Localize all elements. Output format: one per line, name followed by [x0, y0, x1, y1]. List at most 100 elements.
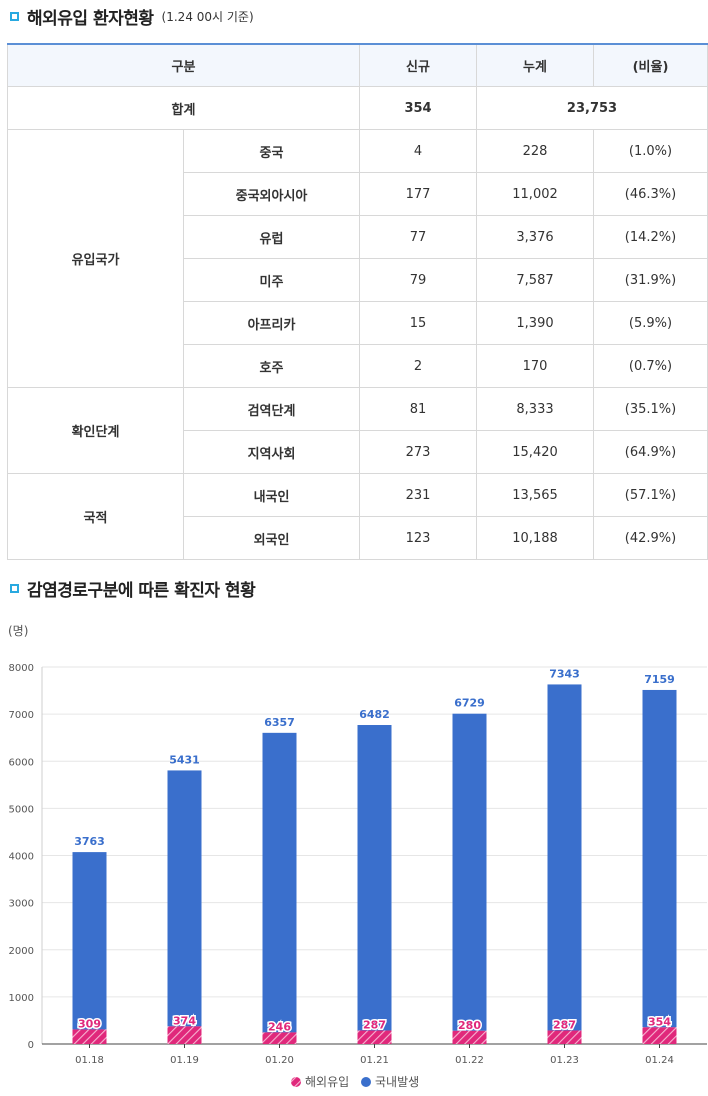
cell-cumulative: 170 [476, 344, 595, 388]
table-row: 확인단계 검역단계 81 8,333 (35.1%) [7, 387, 708, 474]
table-row: 중국외아시아 177 11,002 (46.3%) [8, 172, 708, 216]
table-row: 유입국가 중국 4 228 (1.0%) [7, 129, 708, 388]
header-new: 신규 [359, 43, 478, 87]
row-label: 호주 [182, 344, 361, 388]
bar-domestic [167, 770, 202, 1027]
data-label-overseas: 309 [78, 1017, 101, 1030]
total-row: 합계 354 23,753 [6, 86, 708, 130]
cell-ratio: (14.2%) [593, 215, 708, 259]
cell-ratio: (0.7%) [593, 344, 708, 388]
square-bullet-icon [10, 584, 19, 593]
x-tick-label: 01.19 [170, 1055, 199, 1066]
cell-cumulative: 10,188 [476, 516, 595, 560]
bar-overseas [167, 1026, 202, 1044]
row-label: 검역단계 [182, 387, 361, 431]
group-label: 확인단계 [7, 387, 184, 474]
cell-ratio: (46.3%) [593, 172, 708, 216]
bar-overseas [452, 1030, 487, 1044]
x-tick-label: 01.23 [550, 1055, 579, 1066]
y-tick-label: 5000 [9, 804, 34, 815]
cell-new: 231 [359, 473, 478, 517]
cell-ratio: (57.1%) [593, 473, 708, 517]
row-label: 지역사회 [182, 430, 361, 474]
data-label-overseas: 287 [553, 1018, 576, 1031]
total-new: 354 [359, 86, 478, 130]
cell-ratio: (42.9%) [593, 516, 708, 560]
cell-cumulative: 228 [476, 129, 595, 173]
total-cumulative: 23,753 [476, 86, 708, 130]
group-label: 국적 [7, 473, 184, 560]
data-label-overseas: 280 [458, 1019, 481, 1032]
table-row: 유럽 77 3,376 (14.2%) [8, 215, 708, 259]
group-label: 유입국가 [7, 129, 184, 388]
data-label-domestic: 6357 [264, 716, 295, 729]
data-label-domestic: 6482 [359, 708, 390, 721]
bar-domestic [357, 725, 392, 1031]
cell-new: 177 [359, 172, 478, 216]
header-ratio: (비율) [593, 43, 708, 87]
cell-new: 4 [359, 129, 478, 173]
row-label: 중국외아시아 [182, 172, 361, 216]
data-label-domestic: 7159 [644, 673, 675, 686]
cell-ratio: (31.9%) [593, 258, 708, 302]
y-tick-label: 3000 [9, 899, 34, 910]
x-tick-label: 01.21 [360, 1055, 389, 1066]
cell-new: 273 [359, 430, 478, 474]
cell-cumulative: 15,420 [476, 430, 595, 474]
cell-cumulative: 8,333 [476, 387, 595, 431]
data-label-overseas: 354 [648, 1015, 671, 1028]
section2-title: 감염경로구분에 따른 확진자 현황 [27, 581, 256, 601]
cell-ratio: (1.0%) [593, 129, 708, 173]
cell-cumulative: 7,587 [476, 258, 595, 302]
cell-cumulative: 3,376 [476, 215, 595, 259]
y-tick-label: 8000 [9, 663, 34, 674]
data-label-overseas: 287 [363, 1018, 386, 1031]
cell-cumulative: 1,390 [476, 301, 595, 345]
cell-new: 77 [359, 215, 478, 259]
bar-overseas [72, 1029, 107, 1044]
bar-domestic [72, 852, 107, 1030]
x-tick-label: 01.22 [455, 1055, 484, 1066]
row-label: 유럽 [182, 215, 361, 259]
bar-overseas [547, 1030, 582, 1044]
table-row: 국적 내국인 231 13,565 (57.1%) [7, 473, 708, 560]
cell-new: 123 [359, 516, 478, 560]
table-row: 호주 2 170 (0.7%) [8, 344, 708, 388]
row-label: 미주 [182, 258, 361, 302]
legend-overseas-marker [291, 1077, 301, 1087]
table-row: 아프리카 15 1,390 (5.9%) [8, 301, 708, 345]
legend-domestic-label: 국내발생 [375, 1075, 419, 1089]
header-category: 구분 [6, 43, 361, 87]
cell-ratio: (35.1%) [593, 387, 708, 431]
cell-new: 79 [359, 258, 478, 302]
x-tick-label: 01.24 [645, 1055, 674, 1066]
data-label-overseas: 374 [173, 1014, 196, 1027]
square-bullet-icon [10, 12, 19, 21]
y-tick-label: 2000 [9, 946, 34, 957]
cell-new: 81 [359, 387, 478, 431]
row-label: 외국인 [182, 516, 361, 560]
bar-domestic [642, 689, 677, 1028]
total-label: 합계 [6, 86, 361, 130]
section2-header: 감염경로구분에 따른 확진자 현황 [10, 576, 256, 601]
row-label: 중국 [182, 129, 361, 173]
cell-new: 2 [359, 344, 478, 388]
bar-domestic [262, 732, 297, 1033]
legend-domestic-marker [361, 1077, 371, 1087]
bar-overseas [642, 1027, 677, 1044]
table-row: 외국인 123 10,188 (42.9%) [8, 516, 708, 560]
cell-cumulative: 13,565 [476, 473, 595, 517]
stacked-bar-chart: (명) 0 1000 2000 3000 4000 5000 6000 7000 8000 3763… [8, 624, 707, 1089]
y-tick-label: 7000 [9, 710, 34, 721]
y-unit-label: (명) [8, 624, 28, 638]
section1-title: 해외유입 환자현황 [27, 9, 154, 29]
x-tick-label: 01.18 [75, 1055, 104, 1066]
data-label-domestic: 6729 [454, 697, 485, 710]
row-label: 아프리카 [182, 301, 361, 345]
legend-overseas-label: 해외유입 [305, 1075, 349, 1089]
overseas-cases-table: 구분 신규 누계 (비율) 합계 354 23,753 유입국가 중국 4 228 (1… [6, 43, 708, 560]
cell-ratio: (5.9%) [593, 301, 708, 345]
data-label-domestic: 7343 [549, 667, 580, 680]
cell-cumulative: 11,002 [476, 172, 595, 216]
bar-domestic [547, 684, 582, 1031]
